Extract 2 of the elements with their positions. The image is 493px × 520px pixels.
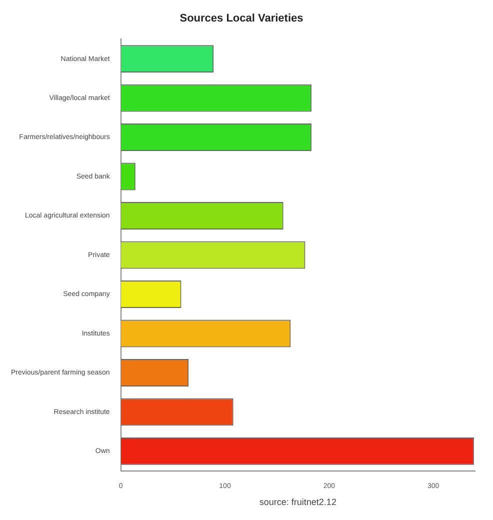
chart-title: Sources Local Varieties	[180, 12, 304, 25]
x-axis-title: source: fruitnet2.12	[259, 497, 336, 508]
